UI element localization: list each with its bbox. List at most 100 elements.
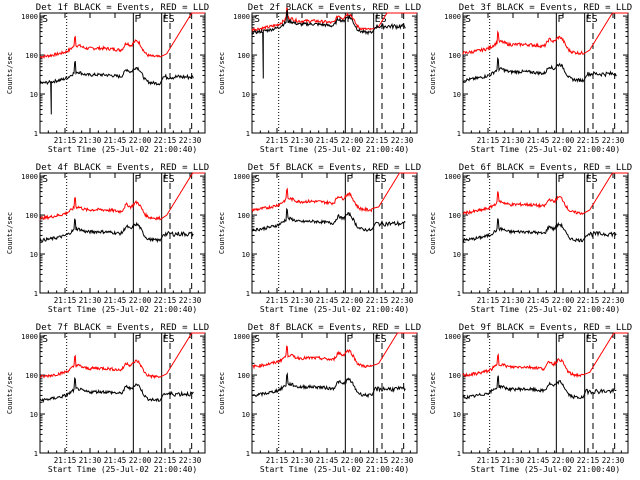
x-tick-label: 21:15 — [54, 136, 77, 145]
y-tick-label: 1000 — [21, 333, 38, 341]
x-tick-label: 22:30 — [179, 296, 202, 305]
x-tick-label: 22:00 — [341, 136, 364, 145]
lld-series-line — [39, 172, 205, 221]
x-tick-label: 22:00 — [341, 456, 364, 465]
x-tick-label: 21:45 — [527, 456, 550, 465]
x-tick-label: 22:30 — [391, 136, 414, 145]
events-series-line — [251, 207, 406, 232]
x-tick-label: 22:30 — [179, 456, 202, 465]
y-tick-label: 1 — [457, 130, 461, 138]
x-tick-label: 21:15 — [54, 456, 77, 465]
lld-series-line — [39, 12, 205, 60]
panel-title: Det 3f BLACK = Events, RED = LLD — [459, 3, 632, 13]
plot-frame — [251, 12, 418, 134]
events-series-line — [251, 9, 406, 79]
flare-marker-label: F — [134, 14, 140, 25]
panel-det-6: Det 6f BLACK = Events, RED = LLD Counts/s… — [429, 163, 632, 314]
y-tick-label: 10 — [242, 91, 250, 99]
y-tick-label: 10 — [453, 91, 461, 99]
x-tick-label: 22:15 — [154, 136, 177, 145]
events-series-line — [39, 60, 194, 115]
flare-marker-label: F — [557, 334, 563, 345]
y-tick-label: 100 — [237, 212, 250, 220]
x-tick-label: 22:00 — [129, 136, 152, 145]
flare-marker-label: F — [557, 174, 563, 185]
panel-title: Det 4f BLACK = Events, RED = LLD — [36, 163, 209, 173]
x-tick-label: 21:15 — [477, 296, 500, 305]
panel-title: Det 5f BLACK = Events, RED = LLD — [248, 163, 421, 173]
panel-title: Det 7f BLACK = Events, RED = LLD — [36, 323, 209, 333]
x-tick-label: 21:15 — [266, 456, 289, 465]
events-series-line — [462, 56, 617, 83]
x-tick-label: 22:30 — [602, 136, 625, 145]
events-series-line — [462, 375, 617, 400]
flare-marker-label: F — [346, 14, 352, 25]
panel-det-2: Det 2f BLACK = Events, RED = LLD Counts/s… — [218, 3, 421, 154]
lld-series-line — [462, 332, 628, 378]
x-tick-label: 22:00 — [552, 296, 575, 305]
lld-series-line — [251, 332, 417, 370]
x-axis-label: Start Time (25-Jul-02 21:00:40) — [48, 305, 197, 314]
x-tick-label: 22:15 — [366, 456, 389, 465]
panel-title: Det 1f BLACK = Events, RED = LLD — [36, 3, 209, 13]
y-tick-label: 1000 — [444, 13, 461, 21]
panel-det-1: Det 1f BLACK = Events, RED = LLD Counts/s… — [6, 3, 209, 154]
x-tick-label: 22:30 — [391, 296, 414, 305]
start-marker-label: S — [42, 174, 48, 185]
x-tick-label: 21:45 — [104, 456, 127, 465]
y-axis-label: Counts/sec — [6, 372, 14, 414]
x-axis-label: Start Time (25-Jul-02 21:00:40) — [48, 465, 197, 474]
x-tick-label: 21:30 — [291, 136, 314, 145]
y-tick-label: 1000 — [21, 13, 38, 21]
lld-series-line — [463, 172, 628, 216]
x-tick-label: 22:00 — [341, 296, 364, 305]
plot-frame — [462, 172, 629, 294]
flare-marker-label: F — [346, 174, 352, 185]
y-tick-label: 1 — [246, 130, 250, 138]
y-tick-label: 1 — [457, 290, 461, 298]
x-axis-label: Start Time (25-Jul-02 21:00:40) — [48, 145, 197, 154]
panel-det-4: Det 4f BLACK = Events, RED = LLD Counts/s… — [6, 163, 209, 314]
flare-marker-label: F — [134, 174, 140, 185]
x-tick-label: 22:15 — [154, 296, 177, 305]
y-tick-label: 10 — [30, 251, 38, 259]
start-marker-label: S — [465, 174, 471, 185]
y-tick-label: 100 — [237, 52, 250, 60]
panel-det-5: Det 5f BLACK = Events, RED = LLD Counts/s… — [218, 163, 421, 314]
x-tick-label: 22:15 — [577, 136, 600, 145]
end-marker-label: ES — [163, 14, 175, 25]
plot-frame — [39, 332, 206, 454]
y-tick-label: 1 — [246, 290, 250, 298]
x-tick-label: 21:45 — [316, 296, 339, 305]
x-tick-label: 22:15 — [577, 456, 600, 465]
panel-det-7: Det 7f BLACK = Events, RED = LLD Counts/s… — [6, 323, 209, 474]
plot-frame — [39, 12, 206, 134]
lld-series-line — [40, 332, 205, 380]
end-marker-label: ES — [163, 334, 175, 345]
y-axis-label: Counts/sec — [6, 52, 14, 94]
plot-frame — [462, 12, 629, 134]
start-marker-label: S — [254, 334, 260, 345]
start-marker-label: S — [465, 334, 471, 345]
x-tick-label: 21:45 — [316, 456, 339, 465]
flare-marker-label: F — [134, 334, 140, 345]
events-series-line — [462, 218, 617, 243]
x-tick-label: 21:45 — [527, 296, 550, 305]
x-tick-label: 21:45 — [104, 296, 127, 305]
x-tick-label: 22:30 — [602, 456, 625, 465]
x-tick-label: 21:30 — [291, 296, 314, 305]
x-tick-label: 22:15 — [577, 296, 600, 305]
x-tick-label: 22:30 — [179, 136, 202, 145]
lld-series-line — [251, 172, 417, 213]
plot-frame — [39, 172, 206, 294]
y-tick-label: 10 — [242, 251, 250, 259]
x-tick-label: 22:00 — [129, 296, 152, 305]
end-marker-label: ES — [163, 174, 175, 185]
x-tick-label: 21:15 — [54, 296, 77, 305]
y-tick-label: 10 — [242, 411, 250, 419]
start-marker-label: S — [254, 174, 260, 185]
x-tick-label: 22:15 — [366, 136, 389, 145]
start-marker-label: S — [42, 14, 48, 25]
y-axis-label: Counts/sec — [218, 212, 226, 254]
start-marker-label: S — [42, 334, 48, 345]
